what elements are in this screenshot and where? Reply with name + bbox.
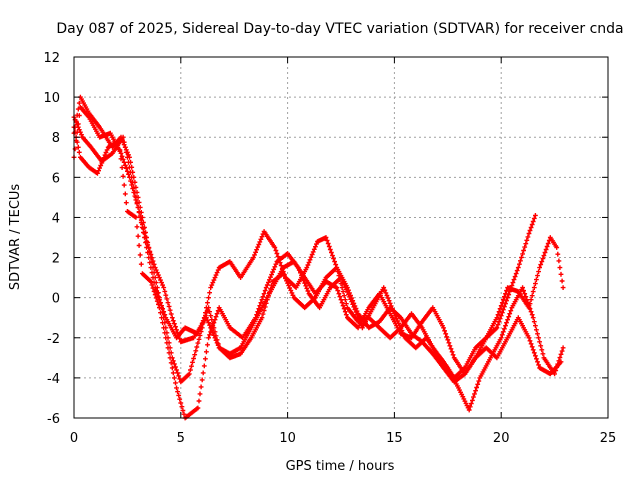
y-tick-label: 8 xyxy=(52,131,60,146)
series-markers xyxy=(71,124,566,421)
y-tick-label: -4 xyxy=(47,372,60,387)
x-tick-label: 10 xyxy=(279,431,296,446)
series-track-4 xyxy=(71,124,566,421)
x-tick-label: 5 xyxy=(177,431,185,446)
y-tick-label: 6 xyxy=(52,171,60,186)
y-tick-label: 0 xyxy=(52,292,60,307)
x-axis-label: GPS time / hours xyxy=(286,459,395,474)
chart-title: Day 087 of 2025, Sidereal Day-to-day VTE… xyxy=(56,21,623,37)
x-tick-label: 0 xyxy=(70,431,78,446)
y-tick-label: 12 xyxy=(43,51,60,66)
y-tick-label: -6 xyxy=(47,412,60,427)
y-tick-label: -2 xyxy=(47,332,60,347)
y-tick-label: 4 xyxy=(52,211,60,226)
y-axis-label: SDTVAR / TECUs xyxy=(8,184,23,291)
x-tick-label: 25 xyxy=(600,431,617,446)
series-markers xyxy=(71,94,538,385)
x-tick-label: 15 xyxy=(386,431,403,446)
y-tick-label: 2 xyxy=(52,252,60,267)
series-track-1 xyxy=(71,94,538,385)
plot-frame xyxy=(73,56,609,419)
x-tick-label: 20 xyxy=(493,431,510,446)
y-tick-label: 10 xyxy=(43,91,60,106)
